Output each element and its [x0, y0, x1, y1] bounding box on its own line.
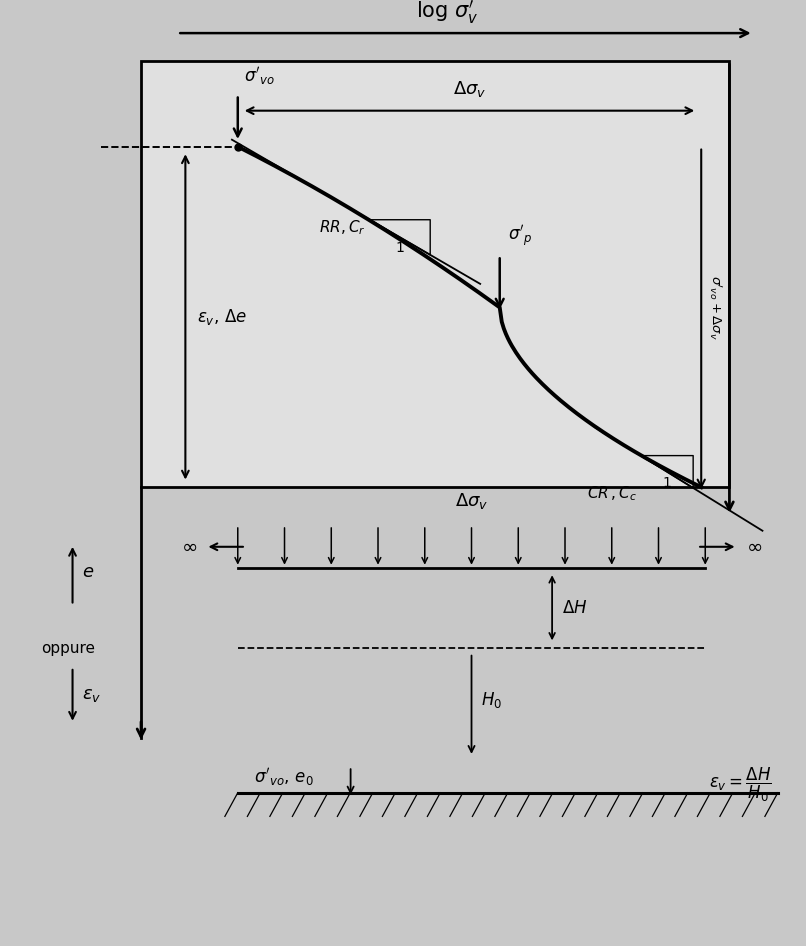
Text: $\Delta\sigma_v$: $\Delta\sigma_v$	[453, 79, 486, 99]
Text: 1: 1	[396, 240, 405, 254]
Text: $H_0$: $H_0$	[481, 690, 502, 710]
Text: $RR,C_r$: $RR,C_r$	[319, 219, 366, 237]
Text: $\infty$: $\infty$	[746, 537, 762, 556]
Text: $CR\,,C_c$: $CR\,,C_c$	[587, 484, 637, 503]
Text: e: e	[82, 563, 93, 582]
Text: $\sigma'_p$: $\sigma'_p$	[508, 223, 532, 249]
Text: $\Delta\sigma_v$: $\Delta\sigma_v$	[455, 491, 488, 511]
Text: $\Delta H$: $\Delta H$	[562, 599, 588, 617]
Text: $\sigma'_{vo}$: $\sigma'_{vo}$	[244, 65, 275, 87]
Text: $\sigma'_{vo}+\Delta\sigma_v$: $\sigma'_{vo}+\Delta\sigma_v$	[707, 275, 724, 340]
Text: $\infty$: $\infty$	[181, 537, 197, 556]
Text: $\epsilon_v$: $\epsilon_v$	[82, 686, 102, 705]
FancyBboxPatch shape	[141, 61, 729, 487]
Text: $\epsilon_v,\,\Delta e$: $\epsilon_v,\,\Delta e$	[197, 307, 248, 327]
Text: oppure: oppure	[42, 640, 95, 656]
Text: $\sigma'_{vo},\,e_0$: $\sigma'_{vo},\,e_0$	[254, 766, 314, 788]
Text: $\log\,\sigma_v^{\prime}$: $\log\,\sigma_v^{\prime}$	[416, 0, 479, 26]
Text: 1: 1	[663, 477, 671, 490]
Text: $\epsilon_v=\dfrac{\Delta H}{H_0}$: $\epsilon_v=\dfrac{\Delta H}{H_0}$	[709, 766, 772, 804]
